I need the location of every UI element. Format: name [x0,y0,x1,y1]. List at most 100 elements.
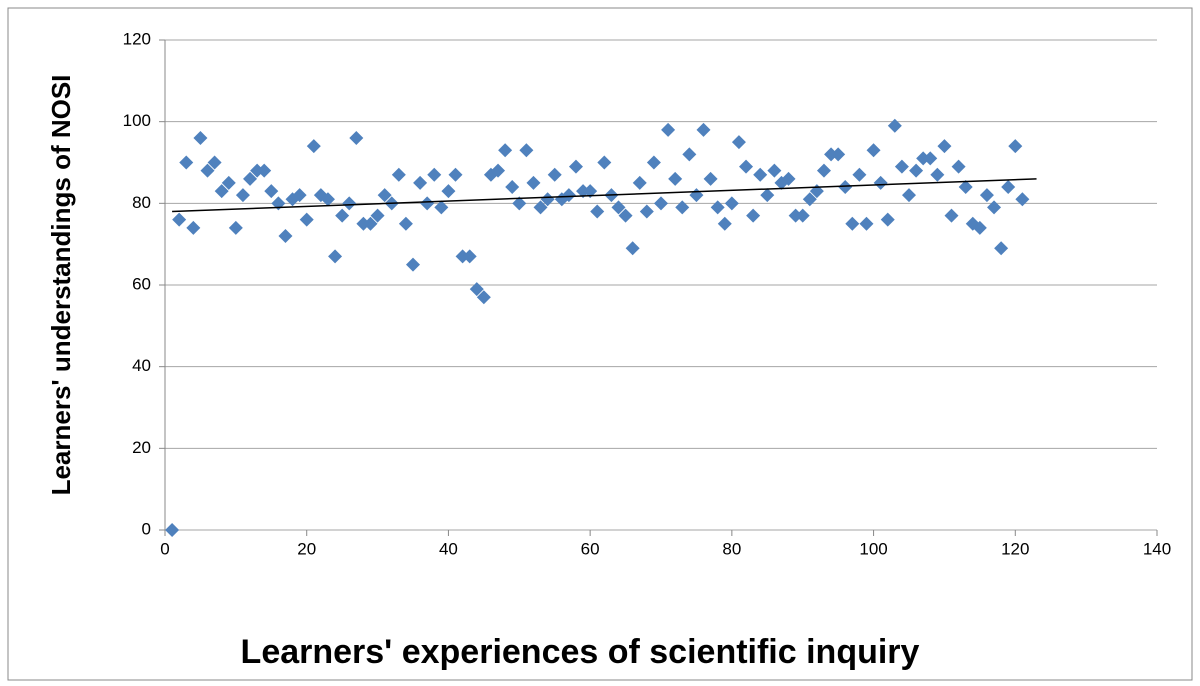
point [987,200,1002,215]
point [349,131,364,145]
point [165,523,180,537]
point [448,167,463,182]
point [250,163,265,178]
point [880,212,895,227]
point [200,163,215,178]
point [370,208,385,223]
point [618,208,633,223]
point [654,196,668,211]
point [944,208,959,223]
point [335,208,350,223]
point [306,139,321,154]
point [873,175,888,190]
point [512,196,527,211]
point [632,175,647,190]
point [179,155,194,170]
point [540,192,555,207]
y-tick-label: 0 [142,519,151,538]
point [696,122,711,137]
point [398,216,413,231]
point [937,139,952,154]
x-axis-title: Learners' experiences of scientific inqu… [241,633,920,671]
point [788,208,803,223]
point [441,184,456,199]
point [795,208,810,223]
x-tick-label: 100 [859,539,887,558]
trendline [172,178,1037,213]
point [838,180,853,194]
point [391,167,406,182]
point [342,196,357,211]
point [753,167,768,182]
point [469,282,484,297]
point [909,163,924,178]
y-tick-label: 20 [132,438,151,457]
point [356,216,371,231]
point [887,118,902,133]
y-axis-title: Learners' understandings of NOSI [46,75,76,496]
point [476,290,491,305]
point [328,249,343,264]
point [576,184,591,199]
point [902,188,916,203]
point [568,159,583,174]
point [299,212,314,227]
point [972,220,987,235]
point [526,175,541,190]
x-tick-label: 60 [581,539,600,558]
point [172,212,187,227]
point [682,147,697,162]
point [894,159,909,174]
point [831,147,846,162]
point [547,167,562,182]
point [235,188,250,203]
point [979,188,994,203]
point [533,200,548,215]
point [505,180,520,194]
point [363,216,378,231]
point [214,184,229,199]
point [802,192,817,207]
point [498,143,513,158]
point [703,171,718,186]
point [278,229,293,243]
point [994,241,1009,256]
point [420,196,435,211]
point [243,171,258,186]
x-tick-label: 20 [297,539,316,558]
point [859,216,874,231]
point [590,204,605,219]
point [228,220,243,235]
point [824,147,839,162]
point [951,159,966,174]
point [661,122,676,137]
point [186,220,201,235]
point [1001,180,1016,194]
y-tick-label: 40 [132,356,151,375]
point [292,188,307,203]
point [193,131,208,145]
point [264,184,279,199]
point [207,155,222,170]
point [739,159,754,174]
point [767,163,782,178]
x-tick-label: 40 [439,539,458,558]
point [413,175,428,190]
point [866,143,881,158]
x-tick-label: 120 [1001,539,1029,558]
y-tick-label: 60 [132,274,151,293]
point [746,208,761,223]
point [561,188,576,203]
y-tick-label: 100 [123,111,151,130]
x-tick-label: 140 [1143,539,1171,558]
point [845,216,860,231]
point [625,241,640,256]
point [760,188,775,203]
point [724,196,739,211]
point [1015,192,1030,207]
point [597,155,612,170]
point [930,167,945,182]
point [462,249,477,264]
point [675,200,690,215]
x-tick-label: 0 [160,539,169,558]
